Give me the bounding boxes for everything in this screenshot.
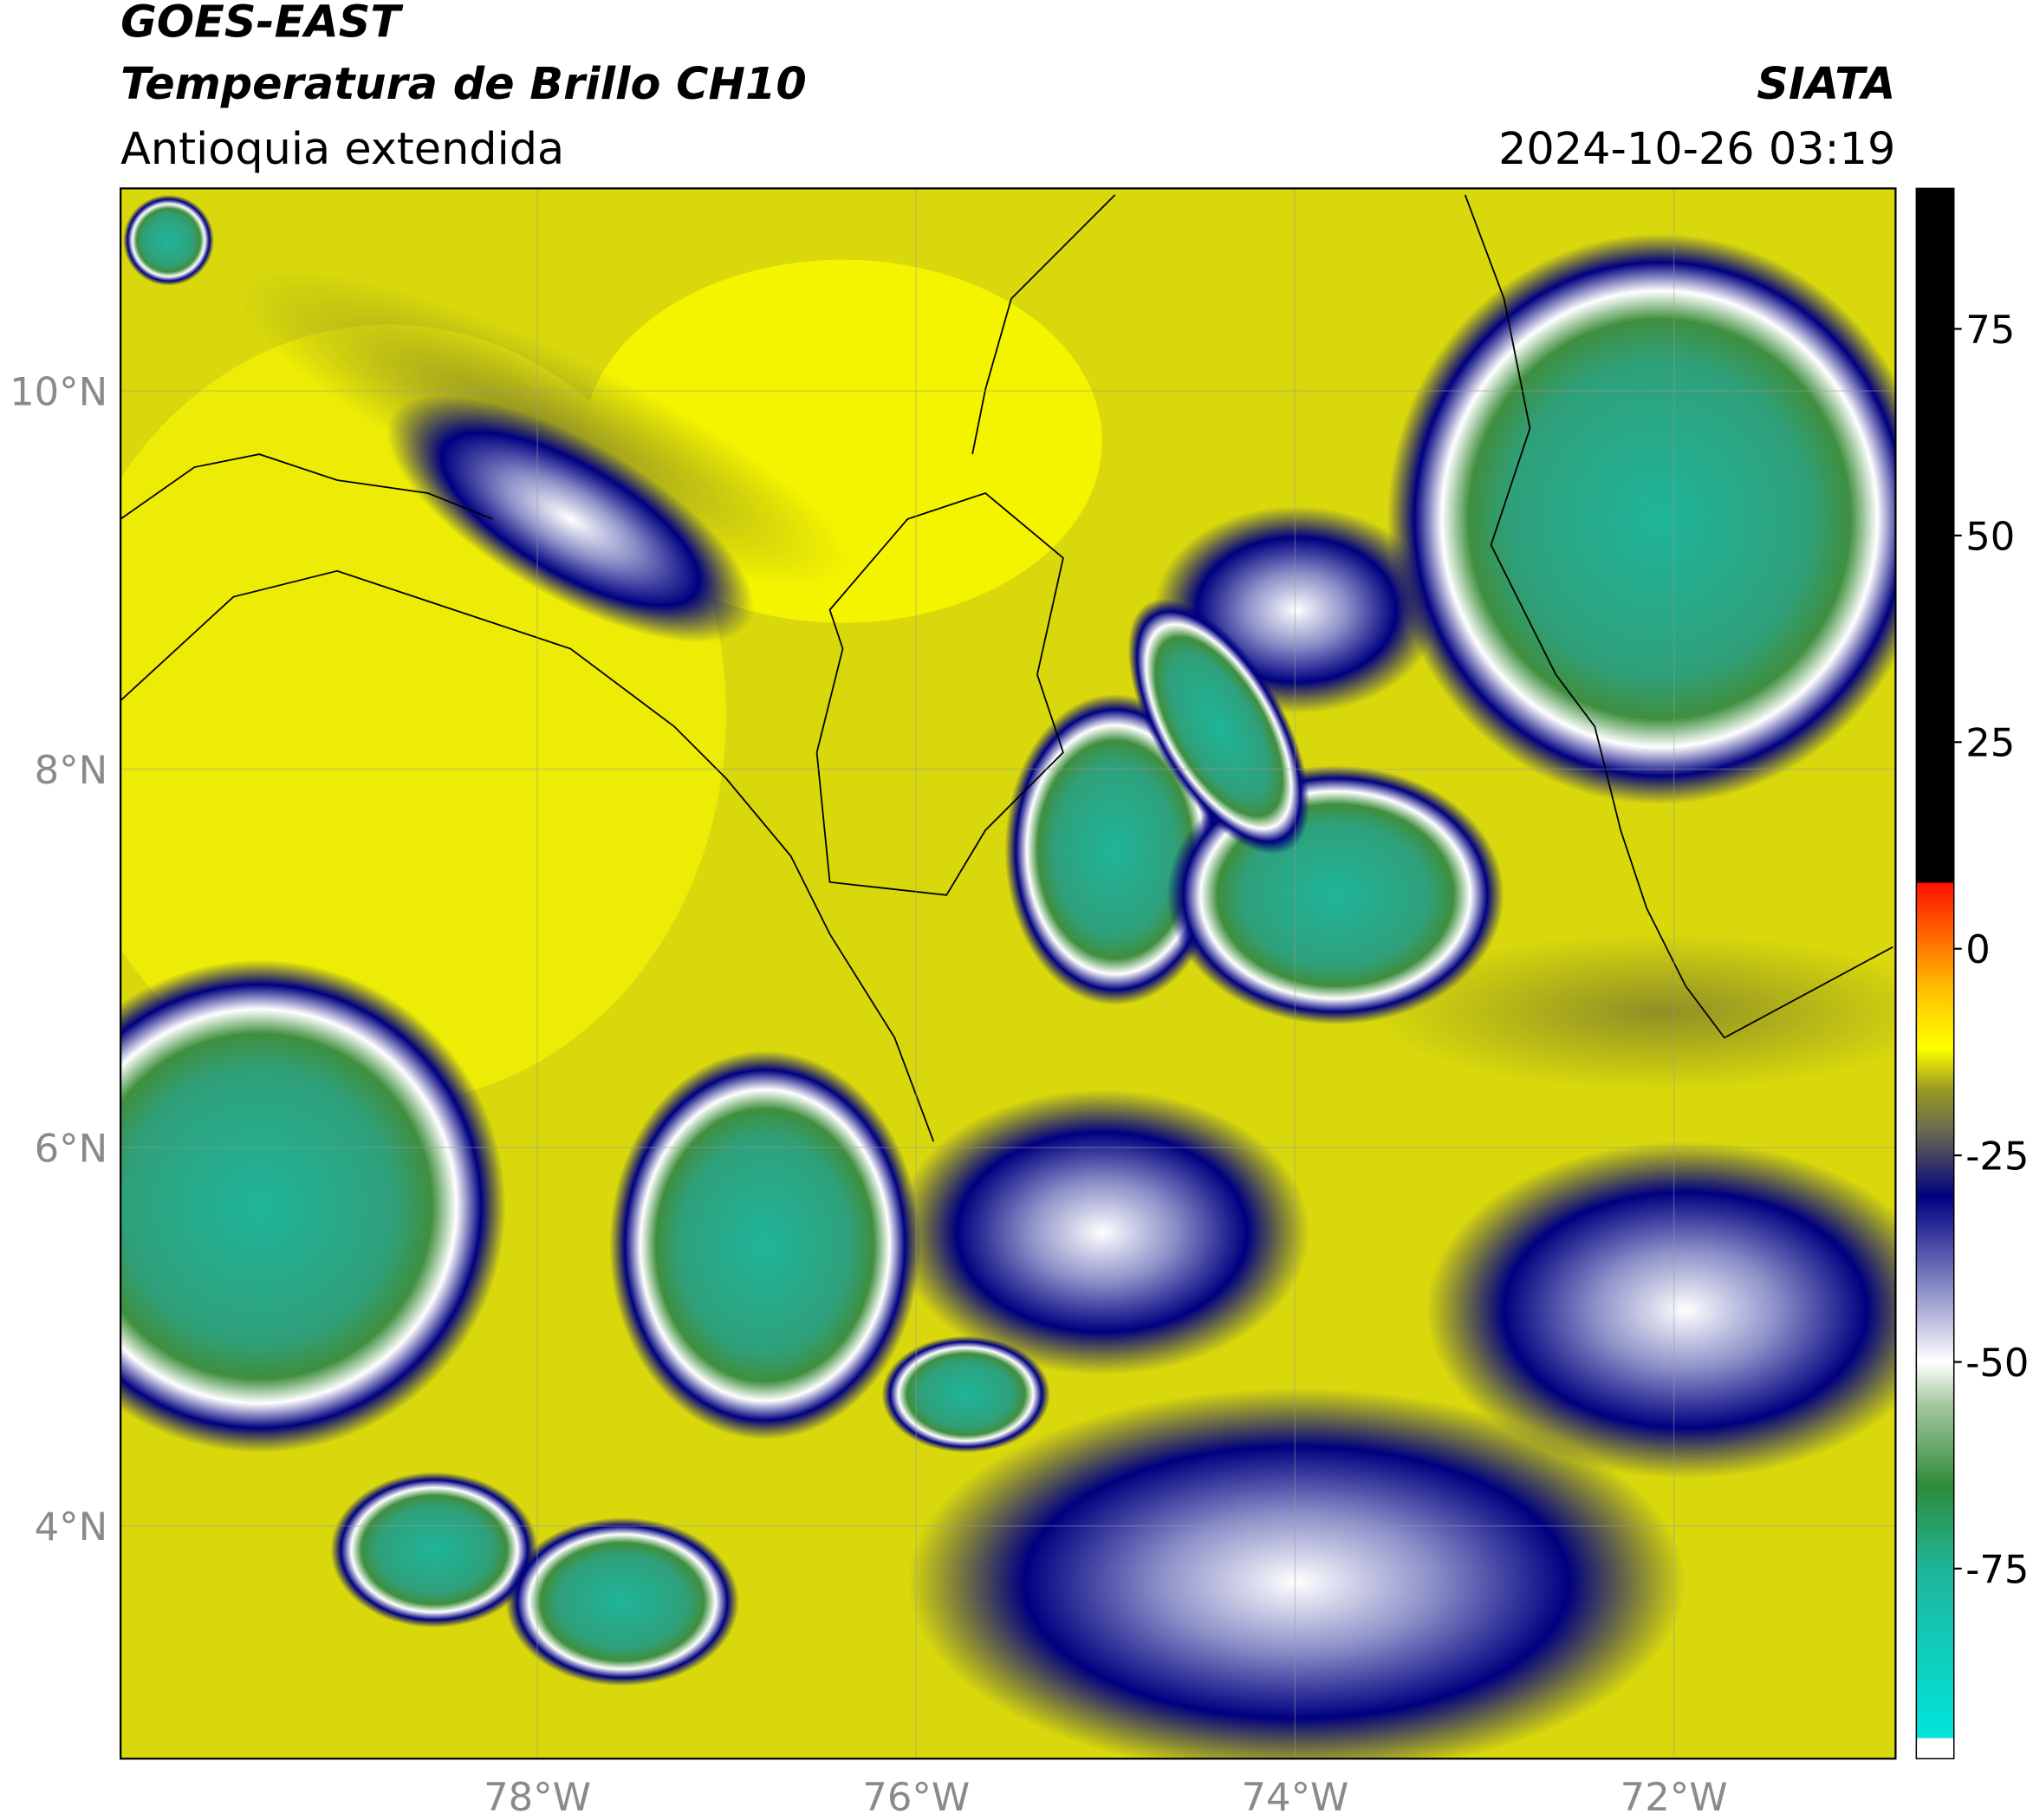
map-imagery [120,188,1896,1759]
title-line2: Temperatura de Brillo CH10 [120,58,807,109]
x-tick-label: 78°W [484,1774,591,1820]
source: SIATA [1757,58,1895,109]
colorbar-tick-label: -25 [1965,1134,2029,1180]
colorbar-tick-label: -75 [1965,1546,2029,1592]
colorbar-bar [1915,187,1955,1759]
x-tick-label: 76°W [862,1774,970,1820]
grid [120,188,1896,1759]
colorbar-tick-label: 25 [1965,720,2015,766]
x-tick-label: 72°W [1621,1774,1728,1820]
colorbar-tick-label: 0 [1965,926,1991,972]
y-tick-label: 10°N [10,368,107,414]
datetime: 2024-10-26 03:19 [1498,123,1895,174]
colorbar-tick-label: 75 [1965,307,2015,353]
y-tick-label: 4°N [35,1504,108,1550]
x-tick-label: 74°W [1241,1774,1348,1820]
y-tick-label: 8°N [35,747,108,793]
title-line1: GOES-EAST [120,0,404,47]
borders [120,194,1893,1142]
y-tick-label: 6°N [35,1126,108,1172]
title-line3: Antioquia extendida [120,123,564,174]
map-frame [120,187,1897,1760]
colorbar-tick-label: -50 [1965,1340,2029,1386]
colorbar: -75 -50 -25 0 25 50 75 [1915,187,2029,1759]
colorbar-tick-label: 50 [1965,513,2015,559]
